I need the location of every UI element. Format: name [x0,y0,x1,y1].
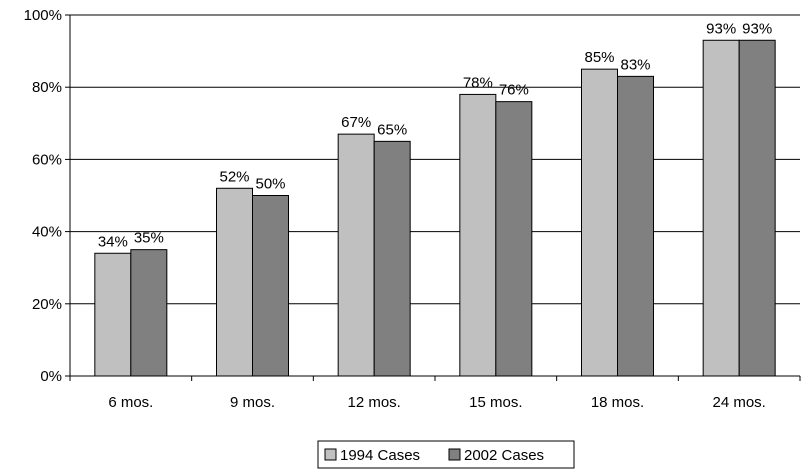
y-tick-label: 40% [32,224,62,241]
bar-series1-4 [581,68,618,377]
bar-series1-0 [94,252,132,377]
bar-series1-2 [337,133,375,377]
x-tick-label: 15 mos. [469,394,522,411]
bar-series2-3 [495,101,533,377]
data-label: 52% [219,168,249,185]
x-tick-label: 12 mos. [347,394,400,411]
data-label: 83% [620,56,650,73]
bar-series2-5 [738,39,776,377]
x-tick-label: 9 mos. [230,394,275,411]
y-tick-label: 20% [32,296,62,313]
data-label: 78% [463,74,493,91]
bar-series2-1 [252,195,289,377]
legend-label: 2002 Cases [464,447,544,464]
y-tick-label: 100% [24,7,62,24]
data-label: 76% [499,82,529,99]
data-label: 34% [98,233,128,250]
data-label: 65% [377,121,407,138]
data-label: 50% [255,176,285,193]
y-tick-label: 80% [32,79,62,96]
legend-swatch [448,448,461,461]
legend-swatch [324,448,337,461]
bar-series2-0 [130,249,168,377]
data-label: 35% [134,230,164,247]
data-label: 93% [742,20,772,37]
x-tick-label: 24 mos. [712,394,765,411]
data-label: 93% [706,20,736,37]
bar-series1-5 [702,39,740,377]
bar-series1-1 [216,187,253,377]
data-label: 67% [341,114,371,131]
x-tick-label: 18 mos. [591,394,644,411]
data-labels: 34% 35% 52% 50% 67% 65% 78% 76% 85% 83% 93% 93% [98,20,772,250]
x-axis: 6 mos. 9 mos. 12 mos. 15 mos. 18 mos. 24 mos. [69,375,801,411]
data-label: 85% [584,49,614,66]
y-tick-label: 0% [40,368,62,385]
legend-box [317,440,575,469]
x-tick-label: 6 mos. [108,394,153,411]
legend-label: 1994 Cases [340,447,420,464]
y-axis: 0% 20% 40% 60% 80% 100% [24,7,71,385]
bar-series2-2 [373,140,411,377]
bars [94,39,776,377]
bar-series1-3 [459,93,497,377]
gridlines [70,14,800,305]
legend: 1994 Cases 2002 Cases [317,440,575,469]
y-tick-label: 60% [32,151,62,168]
bar-series2-4 [617,75,654,377]
